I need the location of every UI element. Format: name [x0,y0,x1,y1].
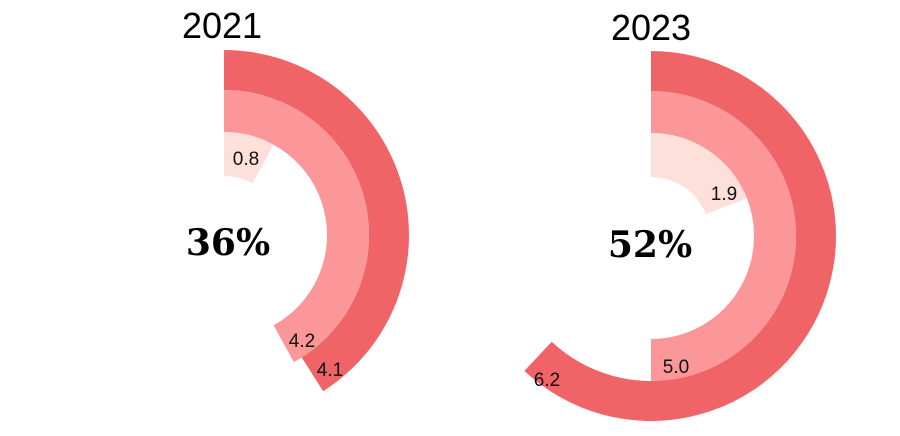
chart-title: 2021 [182,5,262,46]
ring-outer-value-label: 4.1 [317,360,343,381]
chart-2021: 2021 36% 4.1 4.2 0.8 [182,5,409,392]
ring-middle-value-label: 4.2 [289,331,315,352]
ring-middle-arc [651,91,796,381]
ring-outer-value-label: 6.2 [534,370,560,391]
center-percentage-label: 52% [608,224,692,266]
ring-inner-value-label: 0.8 [233,149,259,170]
center-percentage-label: 36% [186,222,270,264]
chart-title: 2023 [611,7,691,48]
ring-middle-arc [224,90,370,363]
ring-outer-arc [224,50,409,392]
ring-inner-arc [224,132,274,184]
ring-inner-arc [651,133,747,215]
ring-outer-arc [524,51,836,421]
ring-inner-value-label: 1.9 [711,184,737,205]
chart-2023: 2023 52% 6.2 5.0 1.9 [524,7,836,421]
ring-middle-value-label: 5.0 [663,357,689,378]
